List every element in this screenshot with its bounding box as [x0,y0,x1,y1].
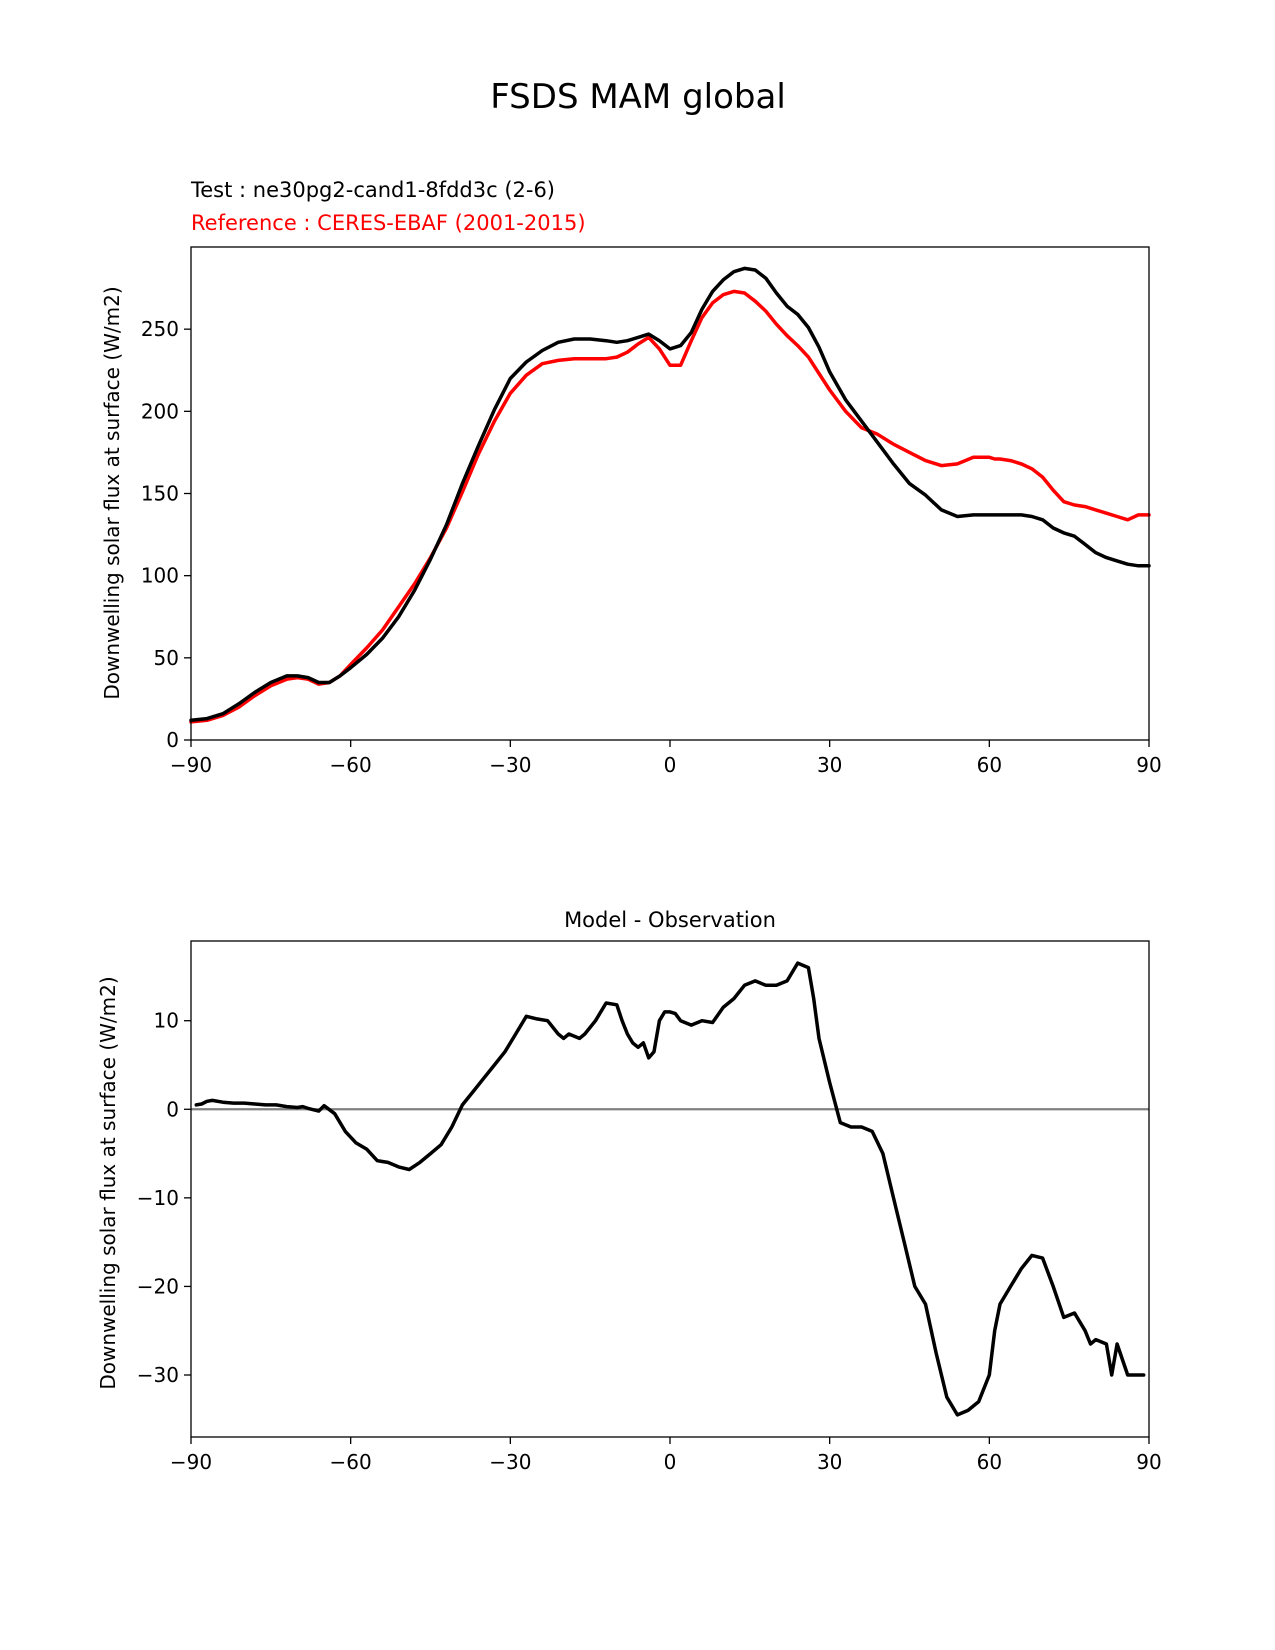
bottom-y-tick-label: −20 [137,1274,179,1298]
bottom-y-tick-label: 0 [166,1097,179,1121]
top-y-tick-label: 150 [141,482,179,506]
top-x-tick-label: −60 [330,753,372,777]
top-x-tick-label: −30 [489,753,531,777]
top-y-tick-label: 50 [154,646,179,670]
top-x-tick-label: 30 [817,753,842,777]
top-y-tick-label: 100 [141,564,179,588]
top-x-tick-label: 90 [1136,753,1161,777]
top-axes-frame [190,246,1150,741]
figure-title: FSDS MAM global [490,77,786,117]
top-x-tick-label: 0 [664,753,677,777]
bottom-x-tick-label: 30 [817,1450,842,1474]
bottom-x-tick-label: 90 [1136,1450,1161,1474]
bottom-y-tick-label: −10 [137,1186,179,1210]
top-series-reference [189,289,1151,724]
reference-title: Reference : CERES-EBAF (2001-2015) [191,211,586,235]
bottom-axes-frame [190,940,1150,1438]
top-y-axis-label: Downwelling solar flux at surface (W/m2) [100,286,124,699]
top-y-tick-label: 0 [166,728,179,752]
top-x-tick-label: −90 [170,753,212,777]
bottom-plot-area: −90 −60 −30 0 30 60 90 −30 −20 −10 0 10 [137,940,1162,1474]
top-x-tick-label: 60 [977,753,1002,777]
bottom-y-axis-label: Downwelling solar flux at surface (W/m2) [96,976,120,1389]
bottom-x-tick-label: −30 [489,1450,531,1474]
top-y-tick-label: 200 [141,399,179,423]
bottom-x-tick-label: 60 [977,1450,1002,1474]
top-panel: Test : ne30pg2-cand1-8fdd3c (2-6) Refere… [100,178,1162,777]
bottom-y-tick-label: 10 [154,1009,179,1033]
top-y-tick-label: 250 [141,317,179,341]
bottom-panel: Model - Observation Downwelling solar fl… [96,908,1162,1474]
top-plot-area: −90 −60 −30 0 30 60 90 0 50 100 150 200 250 [141,246,1162,777]
bottom-panel-title: Model - Observation [564,908,776,932]
bottom-y-tick-label: −30 [137,1363,179,1387]
top-series-test [189,266,1151,723]
bottom-x-tick-label: 0 [664,1450,677,1474]
test-title: Test : ne30pg2-cand1-8fdd3c (2-6) [190,178,555,202]
bottom-series-diff [194,961,1146,1417]
bottom-x-tick-label: −60 [330,1450,372,1474]
bottom-x-tick-label: −90 [170,1450,212,1474]
